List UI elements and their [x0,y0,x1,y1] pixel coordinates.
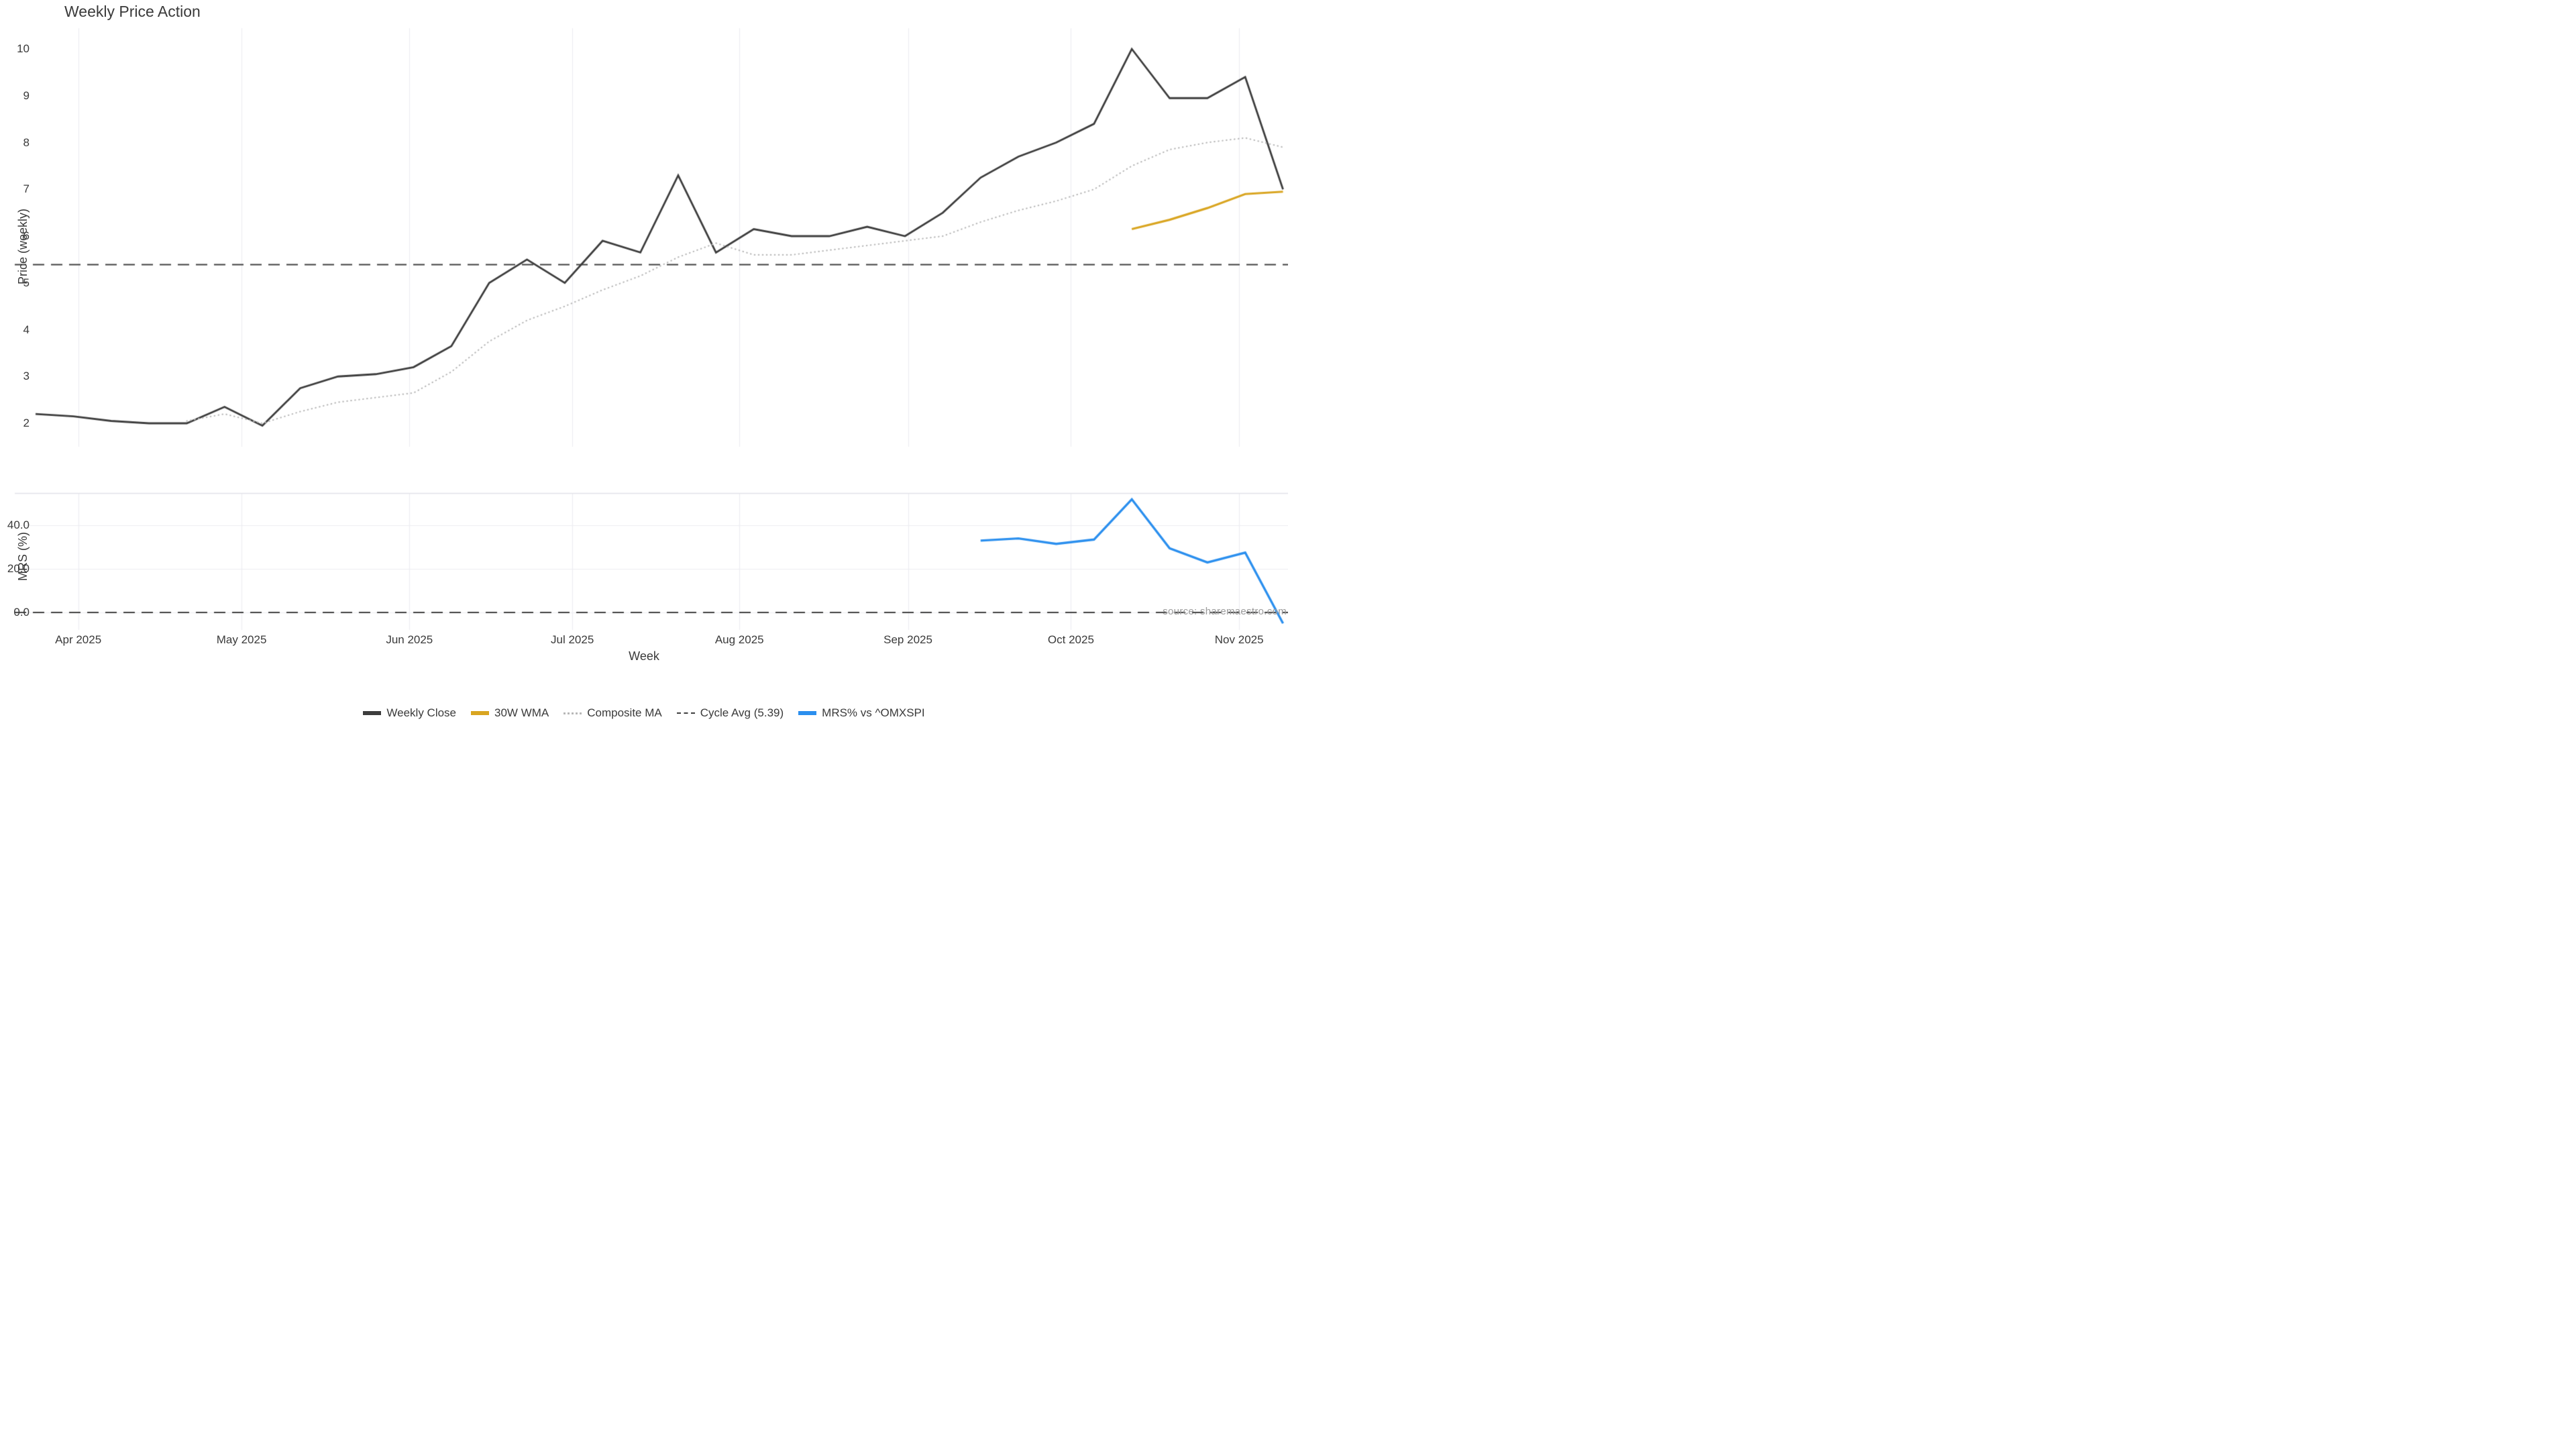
price-tick-label: 6 [23,229,30,242]
legend-item: 30W WMA [471,706,549,720]
price-tick-label: 3 [23,370,30,383]
x-tick-label: Jul 2025 [551,633,594,646]
legend-item: Composite MA [564,706,662,720]
chart-legend: Weekly Close 30W WMA Composite MA Cycle Avg… [0,706,1288,720]
price-tick-label: 2 [23,417,30,429]
price-tick-label: 4 [23,323,30,336]
legend-swatch [676,712,695,714]
price-tick-label: 7 [23,182,30,196]
x-tick-label: May 2025 [216,633,267,646]
chart-canvas [0,0,1288,724]
price-tick-label: 10 [17,42,30,55]
price-tick-label: 5 [23,276,30,289]
legend-swatch [564,712,582,714]
x-tick-label: Sep 2025 [883,633,932,646]
legend-swatch [363,711,382,715]
legend-item: Weekly Close [363,706,456,720]
weekly-price-action-chart: Weekly Price Action Price (weekly) MRS (… [0,0,1288,724]
legend-label: Composite MA [587,706,662,719]
price-tick-label: 8 [23,136,30,149]
x-tick-label: Aug 2025 [714,633,764,646]
x-tick-label: Jun 2025 [386,633,433,646]
price-tick-label: 9 [23,89,30,102]
x-tick-label: Apr 2025 [55,633,102,646]
x-tick-label: Nov 2025 [1214,633,1264,646]
legend-label: MRS% vs ^OMXSPI [822,706,925,719]
x-axis-title: Week [629,649,659,663]
legend-label: Cycle Avg (5.39) [700,706,784,719]
legend-label: 30W WMA [494,706,549,719]
price-axis-title: Price (weekly) [16,208,30,284]
x-tick-label: Oct 2025 [1047,633,1094,646]
mrs-tick-label: 0.0 [13,606,30,619]
legend-swatch [798,711,817,715]
mrs-tick-label: 40.0 [7,519,30,532]
legend-item: MRS% vs ^OMXSPI [798,706,925,720]
mrs-tick-label: 20.0 [7,562,30,576]
source-watermark: source: sharemaestro.com [1163,606,1287,617]
legend-item: Cycle Avg (5.39) [676,706,784,720]
chart-title: Weekly Price Action [64,3,201,20]
legend-swatch [471,711,490,715]
legend-label: Weekly Close [386,706,457,719]
